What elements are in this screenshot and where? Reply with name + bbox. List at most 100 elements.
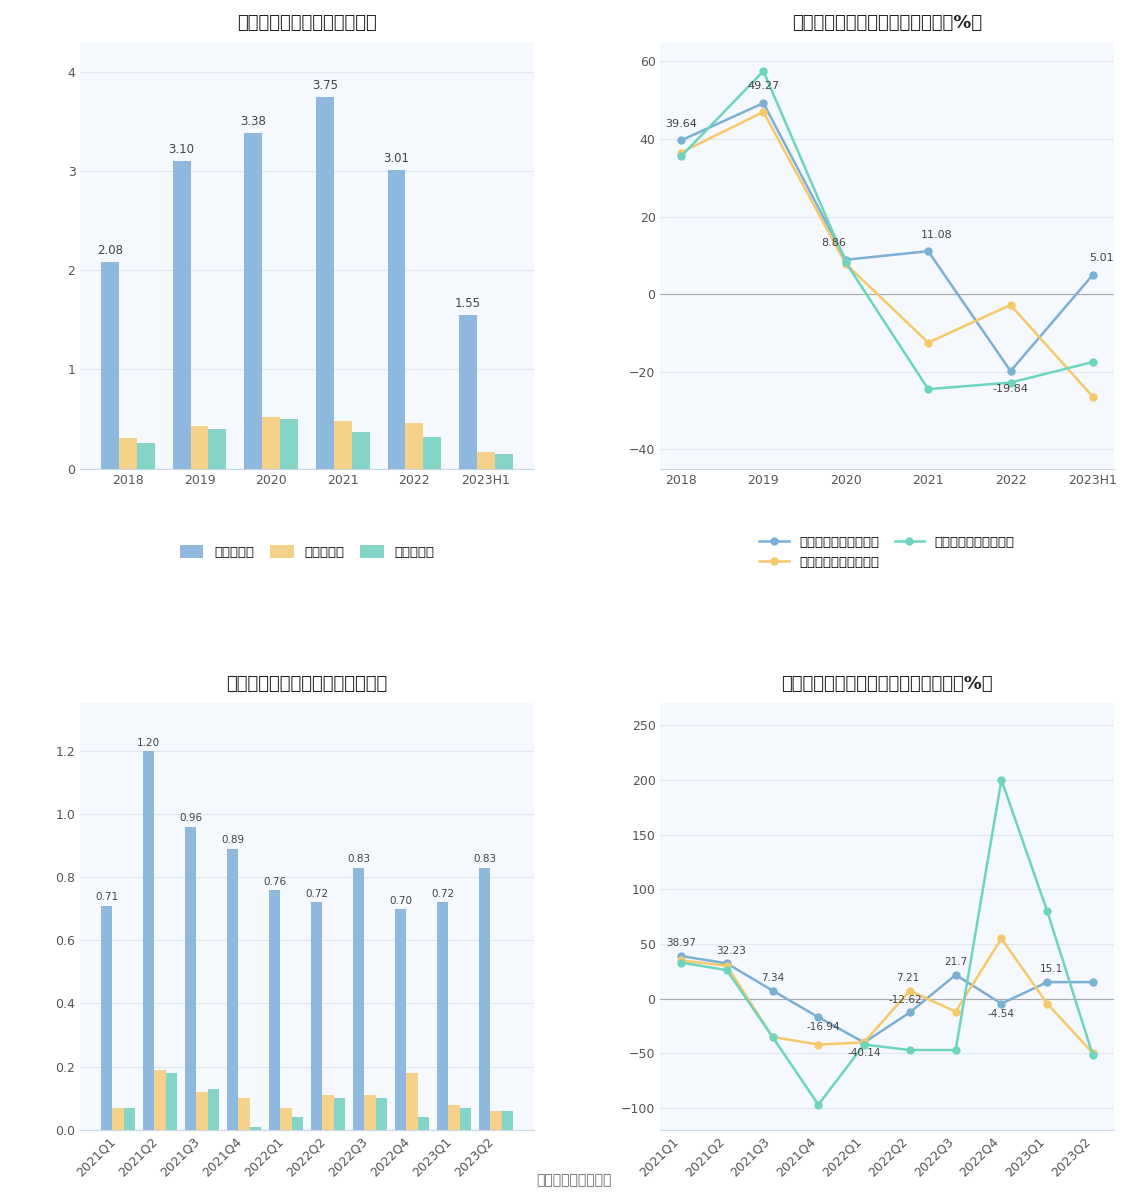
- 归母净利润同比增长率: [812, 1037, 825, 1052]
- Bar: [144, 751, 154, 1130]
- Text: 11.08: 11.08: [921, 230, 953, 239]
- Line: 归母净利润同比增长率: 归母净利润同比增长率: [677, 108, 1096, 400]
- Text: 0.71: 0.71: [95, 892, 118, 903]
- 归母净利润同比增长率: [757, 105, 770, 119]
- Text: 32.23: 32.23: [716, 946, 746, 956]
- Text: 3.01: 3.01: [383, 153, 410, 165]
- Bar: [154, 1070, 165, 1130]
- Bar: [495, 454, 513, 469]
- Text: 21.7: 21.7: [944, 957, 968, 968]
- Bar: [448, 1105, 459, 1130]
- Bar: [280, 419, 298, 469]
- Text: -4.54: -4.54: [988, 1008, 1015, 1019]
- Title: 历年营收、净利情况（亿元）: 历年营收、净利情况（亿元）: [238, 14, 377, 32]
- 扣非净利润同比增长率: [1003, 375, 1017, 389]
- 营业总收入同比增长率: [674, 133, 688, 148]
- Text: 0.89: 0.89: [222, 835, 245, 845]
- Bar: [101, 905, 113, 1130]
- Text: -16.94: -16.94: [806, 1023, 839, 1033]
- Bar: [479, 868, 490, 1130]
- 营业总收入同比增长率: [720, 956, 734, 970]
- Bar: [334, 421, 351, 469]
- 扣非净利润同比增长率: [839, 255, 853, 269]
- Bar: [119, 438, 137, 469]
- 营业总收入同比增长率: [674, 948, 688, 963]
- Bar: [124, 1108, 135, 1130]
- Bar: [311, 903, 323, 1130]
- Bar: [316, 96, 334, 469]
- Bar: [185, 827, 196, 1130]
- 营业总收入同比增长率: [839, 252, 853, 267]
- Text: 0.72: 0.72: [305, 889, 328, 899]
- 营业总收入同比增长率: [766, 983, 779, 998]
- Text: 7.21: 7.21: [895, 974, 920, 983]
- Title: 营收、净利季度变动情况（亿元）: 营收、净利季度变动情况（亿元）: [226, 676, 388, 694]
- Line: 营业总收入同比增长率: 营业总收入同比增长率: [677, 952, 1096, 1046]
- Text: 0.96: 0.96: [179, 814, 202, 823]
- 营业总收入同比增长率: [1003, 364, 1017, 379]
- Bar: [113, 1108, 124, 1130]
- Text: 数据来源：恒生聚源: 数据来源：恒生聚源: [536, 1173, 612, 1186]
- Text: 39.64: 39.64: [665, 119, 697, 129]
- 营业总收入同比增长率: [1086, 975, 1100, 989]
- 扣非净利润同比增长率: [674, 956, 688, 970]
- Legend: 营业总收入, 归母净利润, 扣非净利润: 营业总收入, 归母净利润, 扣非净利润: [174, 540, 440, 564]
- 扣非净利润同比增长率: [858, 1037, 871, 1052]
- Text: 0.72: 0.72: [430, 889, 455, 899]
- Bar: [323, 1095, 334, 1130]
- 扣非净利润同比增长率: [812, 1097, 825, 1112]
- Bar: [395, 909, 406, 1130]
- 归母净利润同比增长率: [994, 932, 1008, 946]
- Text: 49.27: 49.27: [747, 82, 779, 91]
- Bar: [245, 133, 262, 469]
- Bar: [406, 1073, 418, 1130]
- 营业总收入同比增长率: [1086, 268, 1100, 282]
- 归母净利润同比增长率: [720, 958, 734, 972]
- Line: 扣非净利润同比增长率: 扣非净利润同比增长率: [677, 776, 1096, 1108]
- Text: 0.70: 0.70: [389, 895, 412, 905]
- Bar: [209, 429, 226, 469]
- Text: 0.83: 0.83: [347, 855, 370, 864]
- 归母净利润同比增长率: [948, 1005, 962, 1019]
- 扣非净利润同比增长率: [766, 1030, 779, 1045]
- Line: 归母净利润同比增长率: 归母净利润同比增长率: [677, 935, 1096, 1057]
- Bar: [191, 426, 209, 469]
- Title: 历年营收、净利同比增长率情况（%）: 历年营收、净利同比增长率情况（%）: [792, 14, 982, 32]
- Bar: [351, 432, 370, 469]
- Text: 2.08: 2.08: [96, 244, 123, 257]
- Text: 1.20: 1.20: [137, 738, 161, 748]
- 归母净利润同比增长率: [903, 983, 917, 998]
- 归母净利润同比增长率: [1086, 389, 1100, 404]
- Text: 5.01: 5.01: [1089, 254, 1114, 263]
- Text: -19.84: -19.84: [993, 385, 1029, 394]
- 营业总收入同比增长率: [1040, 975, 1054, 989]
- Bar: [334, 1099, 344, 1130]
- Line: 营业总收入同比增长率: 营业总收入同比增长率: [677, 100, 1096, 375]
- 扣非净利润同比增长率: [994, 773, 1008, 787]
- 扣非净利润同比增长率: [1086, 355, 1100, 369]
- 扣非净利润同比增长率: [948, 1043, 962, 1058]
- Bar: [101, 262, 119, 469]
- Text: 3.75: 3.75: [312, 78, 338, 91]
- Bar: [262, 417, 280, 469]
- Legend: 营业总收入同比增长率, 归母净利润同比增长率, 扣非净利润同比增长率: 营业总收入同比增长率, 归母净利润同比增长率, 扣非净利润同比增长率: [754, 531, 1019, 573]
- Bar: [165, 1073, 177, 1130]
- Bar: [459, 1108, 471, 1130]
- 扣非净利润同比增长率: [903, 1043, 917, 1058]
- 归母净利润同比增长率: [922, 335, 936, 350]
- 归母净利润同比增长率: [1040, 996, 1054, 1011]
- Text: 1.55: 1.55: [455, 297, 481, 310]
- Bar: [502, 1111, 513, 1130]
- Bar: [208, 1089, 219, 1130]
- Text: 3.10: 3.10: [169, 143, 194, 156]
- Bar: [364, 1095, 375, 1130]
- 扣非净利润同比增长率: [757, 64, 770, 78]
- 营业总收入同比增长率: [922, 244, 936, 258]
- 营业总收入同比增长率: [812, 1010, 825, 1024]
- Bar: [490, 1111, 502, 1130]
- 营业总收入同比增长率: [903, 1005, 917, 1019]
- 归母净利润同比增长率: [674, 953, 688, 968]
- Bar: [249, 1126, 261, 1130]
- 扣非净利润同比增长率: [674, 149, 688, 163]
- 归母净利润同比增长率: [674, 145, 688, 160]
